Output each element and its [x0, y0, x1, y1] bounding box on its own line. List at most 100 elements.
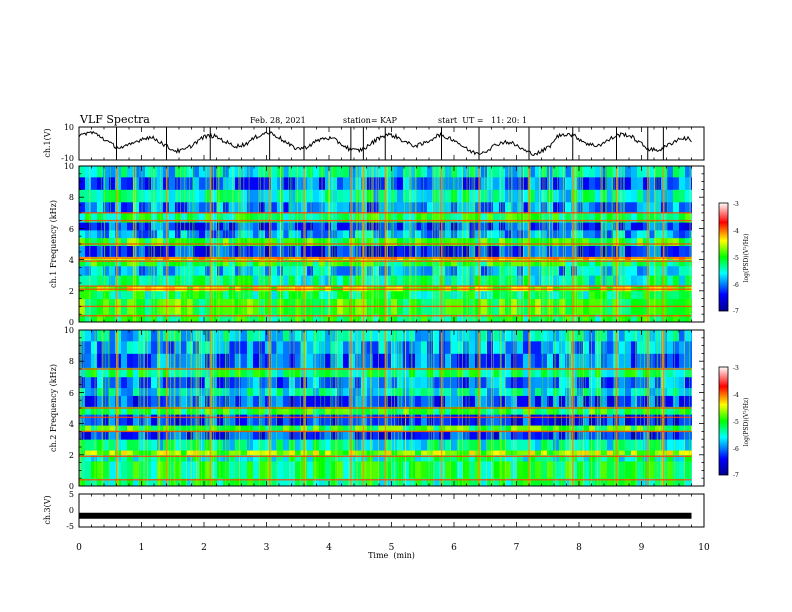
spectrogram-cell: [151, 340, 158, 354]
spectrogram-cell: [625, 340, 632, 354]
ch2-ytick-0: 0: [69, 482, 74, 491]
spectrogram-cell: [577, 431, 584, 440]
spectrogram-cell: [673, 314, 680, 323]
spectrogram-cell: [667, 166, 674, 178]
spectrogram-cell: [253, 439, 260, 451]
spectrogram-cell: [463, 176, 470, 190]
spectrogram-cell: [283, 212, 290, 223]
spectrogram-cell: [379, 367, 386, 378]
spectrogram-cell: [181, 222, 188, 231]
spectrogram-cell: [523, 340, 530, 354]
spectrogram-cell: [577, 367, 584, 378]
spectrogram-cell: [385, 367, 392, 378]
spectrogram-cell: [607, 259, 614, 267]
spectrogram-cell: [259, 414, 266, 426]
spectrogram-cell: [445, 376, 452, 389]
spectrogram-cell: [565, 265, 572, 276]
spectrogram-cell: [361, 376, 368, 389]
spectrogram-cell: [355, 376, 362, 389]
spectrogram-cell: [421, 245, 428, 257]
spectrogram-cell: [427, 425, 434, 432]
spectrogram-cell: [217, 229, 224, 239]
spectrogram-cell: [643, 290, 650, 299]
spectrogram-cell: [421, 387, 428, 396]
spectrogram-cell: [343, 275, 350, 287]
spectrogram-cell: [625, 290, 632, 299]
spectrogram-cell: [397, 439, 404, 451]
spectrogram-cell: [667, 406, 674, 415]
spectrogram-cell: [337, 237, 344, 246]
spectrogram-cell: [283, 353, 290, 368]
spectrogram-cell: [307, 353, 314, 368]
spectrogram-cell: [265, 275, 272, 287]
spectrogram-cell: [673, 229, 680, 239]
spectrogram-cell: [169, 201, 176, 214]
spectrogram-cell: [673, 275, 680, 287]
ch1-colorbar-tick-m4: -4: [733, 228, 739, 235]
spectrogram-cell: [685, 212, 692, 223]
spectrogram-cell: [205, 450, 212, 456]
spectrogram-cell: [685, 189, 692, 203]
spectrogram-cell: [625, 414, 632, 426]
spectrogram-cell: [175, 290, 182, 299]
spectrogram-cell: [679, 439, 686, 451]
spectrogram-cell: [367, 275, 374, 287]
spectrogram-cell: [535, 176, 542, 190]
spectrogram-cell: [205, 395, 212, 407]
spectrogram-cell: [223, 367, 230, 378]
spectrogram-cell: [631, 201, 638, 214]
spectrogram-cell: [457, 265, 464, 276]
spectrogram-cell: [607, 439, 614, 451]
spectrogram-cell: [79, 237, 86, 246]
spectrogram-cell: [175, 461, 182, 479]
spectrogram-cell: [649, 229, 656, 239]
spectrogram-cell: [109, 353, 116, 368]
spectrogram-cell: [313, 265, 320, 276]
spectrogram-cell: [529, 395, 536, 407]
spectrogram-cell: [595, 340, 602, 354]
spectrogram-cell: [583, 189, 590, 203]
spectrogram-cell: [631, 454, 638, 462]
spectrogram-cell: [103, 229, 110, 239]
spectrogram-cell: [361, 367, 368, 378]
spectrogram-cell: [271, 229, 278, 239]
spectrogram-cell: [403, 439, 410, 451]
spectrogram-cell: [229, 406, 236, 415]
spectrogram-cell: [553, 367, 560, 378]
spectrogram-cell: [529, 425, 536, 432]
spectrogram-cell: [307, 222, 314, 231]
spectrogram-cell: [625, 461, 632, 479]
spectrogram-cell: [337, 425, 344, 432]
spectrogram-cell: [493, 367, 500, 378]
spectrogram-cell: [457, 176, 464, 190]
spectrogram-cell: [397, 314, 404, 323]
spectrogram-cell: [379, 340, 386, 354]
spectrogram-cell: [169, 245, 176, 257]
spectrogram-cell: [451, 222, 458, 231]
spectrogram-cell: [187, 201, 194, 214]
spectrogram-cell: [145, 425, 152, 432]
spectrogram-cell: [565, 330, 572, 342]
spectrogram-cell: [271, 259, 278, 267]
spectrogram-cell: [553, 406, 560, 415]
spectrogram-cell: [415, 330, 422, 342]
spectrogram-cell: [487, 229, 494, 239]
spectrogram-cell: [379, 431, 386, 440]
spectrogram-cell: [247, 425, 254, 432]
spectrogram-cell: [187, 414, 194, 426]
spectrogram-cell: [649, 212, 656, 223]
spectrogram-cell: [433, 330, 440, 342]
spectrogram-cell: [79, 414, 86, 426]
spectrogram-cell: [667, 189, 674, 203]
spectrogram-cell: [181, 176, 188, 190]
spectrogram-cell: [433, 414, 440, 426]
spectrogram-cell: [421, 176, 428, 190]
spectrogram-cell: [685, 425, 692, 432]
spectrogram-cell: [541, 387, 548, 396]
spectrogram-cell: [649, 290, 656, 299]
spectrogram-cell: [529, 431, 536, 440]
spectrogram-cell: [463, 290, 470, 299]
spectrogram-cell: [385, 406, 392, 415]
spectrogram-cell: [667, 330, 674, 342]
spectrogram-cell: [127, 189, 134, 203]
